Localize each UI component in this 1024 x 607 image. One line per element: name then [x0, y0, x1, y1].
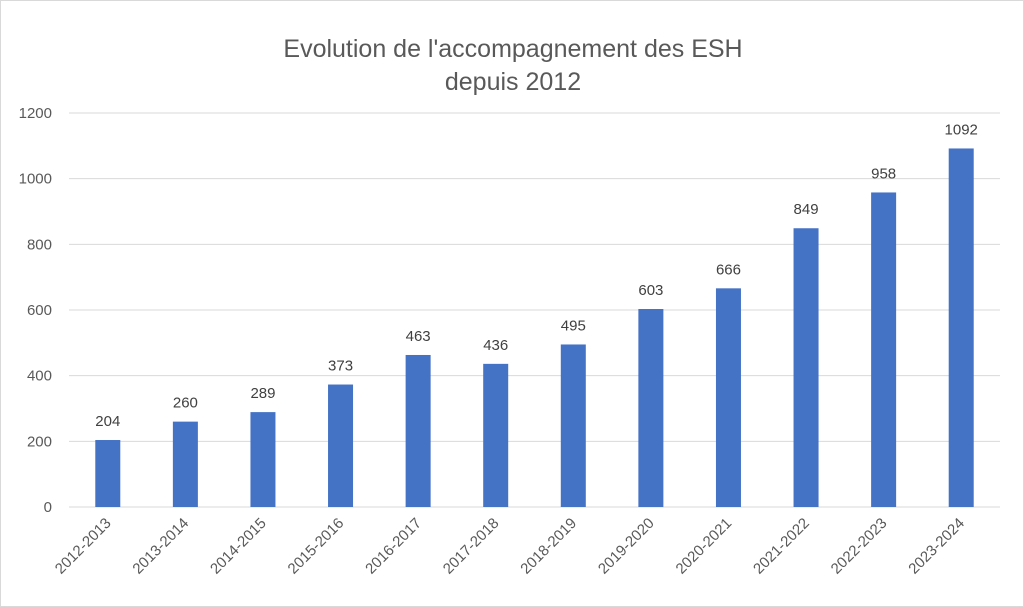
bar	[172, 421, 198, 507]
data-label: 849	[794, 201, 819, 218]
x-tick-label: 2018-2019	[517, 515, 580, 578]
chart-title-line-1: Evolution de l'accompagnement des ESH	[283, 35, 743, 63]
data-label: 1092	[945, 121, 978, 138]
y-tick-label: 400	[27, 368, 52, 385]
chart-title: Evolution de l'accompagnement des ESH de…	[1, 33, 1024, 99]
data-label: 436	[483, 337, 508, 354]
x-tick-label: 2014-2015	[207, 515, 270, 578]
y-tick-label: 800	[27, 236, 52, 253]
x-tick-label: 2022-2023	[828, 515, 891, 578]
bar	[560, 344, 586, 507]
bar	[405, 354, 431, 507]
x-tick-label: 2017-2018	[440, 515, 503, 578]
data-label: 495	[561, 317, 586, 334]
x-tick-label: 2013-2014	[129, 515, 192, 578]
x-tick-label: 2021-2022	[750, 515, 813, 578]
y-tick-label: 1200	[19, 105, 52, 122]
x-tick-label: 2019-2020	[595, 515, 658, 578]
bar	[95, 440, 121, 507]
y-tick-label: 1000	[19, 171, 52, 188]
data-label: 289	[250, 385, 275, 402]
chart-title-line-2: depuis 2012	[444, 68, 582, 96]
bar	[715, 288, 741, 507]
bar	[948, 148, 974, 507]
data-label: 373	[328, 358, 353, 375]
bar	[483, 363, 509, 507]
x-tick-label: 2012-2013	[52, 515, 115, 578]
y-tick-label: 200	[27, 433, 52, 450]
data-label: 260	[173, 395, 198, 412]
data-label: 958	[871, 165, 896, 182]
y-tick-label: 0	[44, 499, 52, 516]
data-label: 204	[95, 413, 120, 430]
x-tick-label: 2020-2021	[673, 515, 736, 578]
bar	[328, 384, 354, 507]
bar	[871, 192, 897, 507]
x-tick-label: 2015-2016	[285, 515, 348, 578]
y-tick-label: 600	[27, 302, 52, 319]
x-tick-label: 2016-2017	[362, 515, 425, 578]
data-label: 603	[638, 282, 663, 299]
x-tick-label: 2023-2024	[905, 515, 968, 578]
data-label: 463	[406, 328, 431, 345]
bar	[638, 309, 664, 507]
data-label: 666	[716, 261, 741, 278]
bar	[250, 412, 276, 507]
bar	[793, 228, 819, 507]
